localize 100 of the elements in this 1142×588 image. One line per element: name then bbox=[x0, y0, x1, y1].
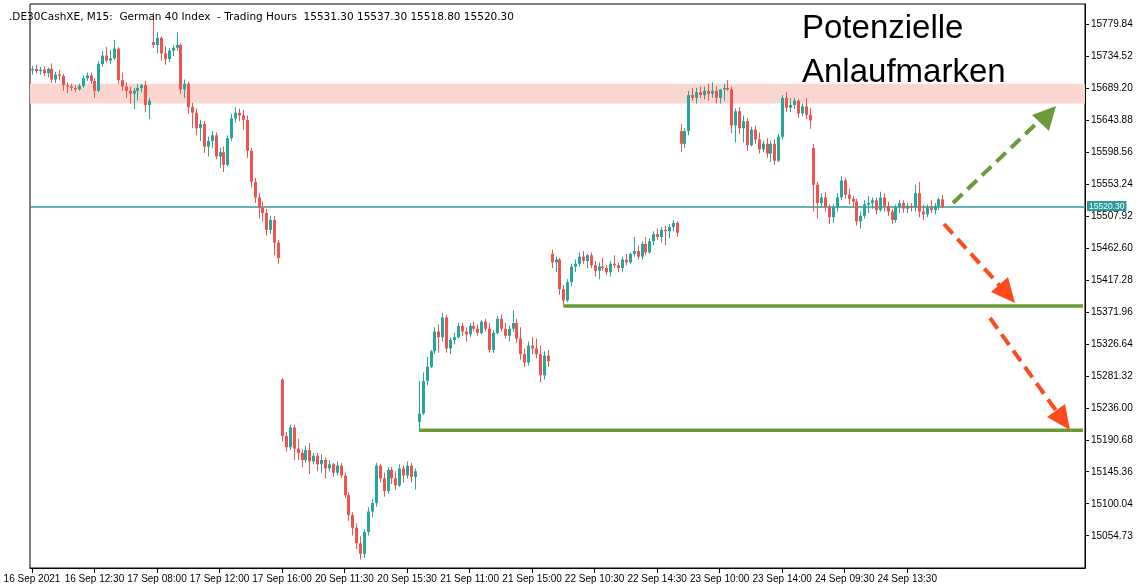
candlestick bbox=[734, 107, 737, 143]
candlestick bbox=[535, 338, 538, 359]
x-tick-label: 20 Sep 15:30 bbox=[377, 572, 438, 584]
x-tick-label: 21 Sep 15:00 bbox=[502, 572, 563, 584]
candlestick bbox=[265, 208, 268, 237]
x-tick-label: 24 Sep 09:30 bbox=[814, 572, 875, 584]
candlestick bbox=[746, 117, 749, 152]
candlestick bbox=[918, 181, 921, 218]
candlestick bbox=[144, 80, 147, 113]
y-tick-label: 15281.32 bbox=[1091, 370, 1134, 382]
candlestick bbox=[426, 356, 429, 386]
candlestick bbox=[750, 126, 753, 148]
candlestick bbox=[641, 240, 644, 261]
y-tick-label: 15598.56 bbox=[1091, 146, 1134, 158]
candlestick bbox=[441, 312, 444, 342]
candlestick bbox=[680, 123, 683, 153]
candlestick bbox=[203, 120, 206, 154]
candlestick bbox=[219, 147, 222, 169]
candlestick bbox=[515, 318, 518, 344]
candlestick bbox=[359, 535, 362, 561]
candlestick bbox=[394, 470, 397, 491]
candlestick bbox=[320, 453, 323, 474]
candlestick bbox=[644, 236, 647, 256]
x-tick-label: 20 Sep 11:30 bbox=[315, 572, 375, 584]
candlestick bbox=[324, 456, 327, 479]
candlestick bbox=[418, 380, 421, 431]
candlestick bbox=[383, 472, 386, 498]
candlestick bbox=[824, 191, 827, 213]
annotation: Potenzielle Anlaufmarken bbox=[802, 7, 1006, 89]
candlestick bbox=[293, 424, 296, 461]
candlestick bbox=[176, 31, 179, 52]
candlestick bbox=[883, 192, 886, 213]
y-tick-label: 15779.84 bbox=[1091, 18, 1134, 30]
candlestick bbox=[758, 131, 761, 155]
candlestick bbox=[562, 284, 565, 306]
candlestick bbox=[769, 140, 772, 163]
candlestick bbox=[410, 462, 413, 484]
candlestick bbox=[133, 87, 136, 110]
y-tick-label: 15417.28 bbox=[1091, 274, 1134, 286]
y-tick-label: 15689.20 bbox=[1091, 82, 1134, 94]
x-tick-label: 22 Sep 10:30 bbox=[564, 572, 625, 584]
y-tick-label: 15190.68 bbox=[1091, 434, 1134, 446]
candlestick bbox=[297, 438, 300, 461]
candlestick bbox=[805, 97, 808, 120]
candlestick bbox=[414, 467, 417, 491]
candlestick bbox=[488, 322, 491, 354]
candlestick bbox=[523, 347, 526, 368]
candlestick bbox=[160, 35, 163, 61]
y-tick-label: 15145.36 bbox=[1091, 466, 1134, 478]
x-tick-label: 17 Sep 12:00 bbox=[189, 572, 250, 584]
y-tick-label: 15054.73 bbox=[1091, 530, 1134, 542]
candlestick bbox=[785, 91, 788, 113]
candlestick bbox=[285, 431, 288, 453]
candlestick bbox=[742, 115, 745, 143]
y-tick-label: 15553.24 bbox=[1091, 178, 1134, 190]
ref-line-label: 15520.30 bbox=[1089, 201, 1125, 212]
candlestick bbox=[816, 181, 819, 220]
y-tick-label: 15643.88 bbox=[1091, 114, 1134, 126]
candlestick bbox=[398, 463, 401, 488]
candlestick bbox=[570, 263, 573, 287]
candlestick bbox=[738, 106, 741, 135]
y-tick-label: 15371.96 bbox=[1091, 306, 1134, 318]
candlestick bbox=[258, 192, 261, 220]
candlestick bbox=[519, 326, 522, 361]
candlestick bbox=[766, 137, 769, 159]
candlestick bbox=[828, 203, 831, 225]
candlestick bbox=[308, 442, 311, 475]
x-tick-label: 23 Sep 14:00 bbox=[752, 572, 813, 584]
x-tick-label: 22 Sep 14:30 bbox=[627, 572, 688, 584]
y-tick-label: 15734.52 bbox=[1091, 50, 1134, 62]
candlestick bbox=[289, 424, 292, 451]
candlestick bbox=[113, 39, 116, 61]
x-tick-label: 23 Sep 10:00 bbox=[689, 572, 750, 584]
candlestick bbox=[316, 452, 319, 472]
x-tick-label: 16 Sep 2021 bbox=[3, 572, 61, 584]
candlestick bbox=[683, 127, 686, 149]
x-tick-label: 17 Sep 16:00 bbox=[252, 572, 313, 584]
candlestick bbox=[797, 98, 800, 119]
candlestick bbox=[855, 198, 858, 227]
candlestick bbox=[371, 498, 374, 518]
candlestick bbox=[230, 113, 233, 142]
x-tick-label: 17 Sep 08:00 bbox=[127, 572, 188, 584]
candlestick bbox=[633, 236, 636, 258]
candlestick bbox=[527, 340, 530, 366]
x-tick-label: 24 Sep 13:30 bbox=[877, 572, 938, 584]
candlestick bbox=[195, 107, 198, 136]
candlestick bbox=[777, 133, 780, 163]
candlestick bbox=[363, 528, 366, 559]
candlestick bbox=[539, 345, 542, 383]
candlestick bbox=[844, 177, 847, 200]
candlestick bbox=[492, 329, 495, 354]
candlestick bbox=[273, 215, 276, 256]
candlestick bbox=[187, 81, 190, 115]
y-tick-label: 15462.60 bbox=[1091, 242, 1134, 254]
candlestick bbox=[355, 523, 358, 550]
candlestick bbox=[254, 177, 257, 204]
candlestick bbox=[551, 249, 554, 269]
candlestick bbox=[754, 124, 757, 145]
candlestick bbox=[543, 350, 546, 381]
y-tick-label: 15236.00 bbox=[1091, 402, 1134, 414]
